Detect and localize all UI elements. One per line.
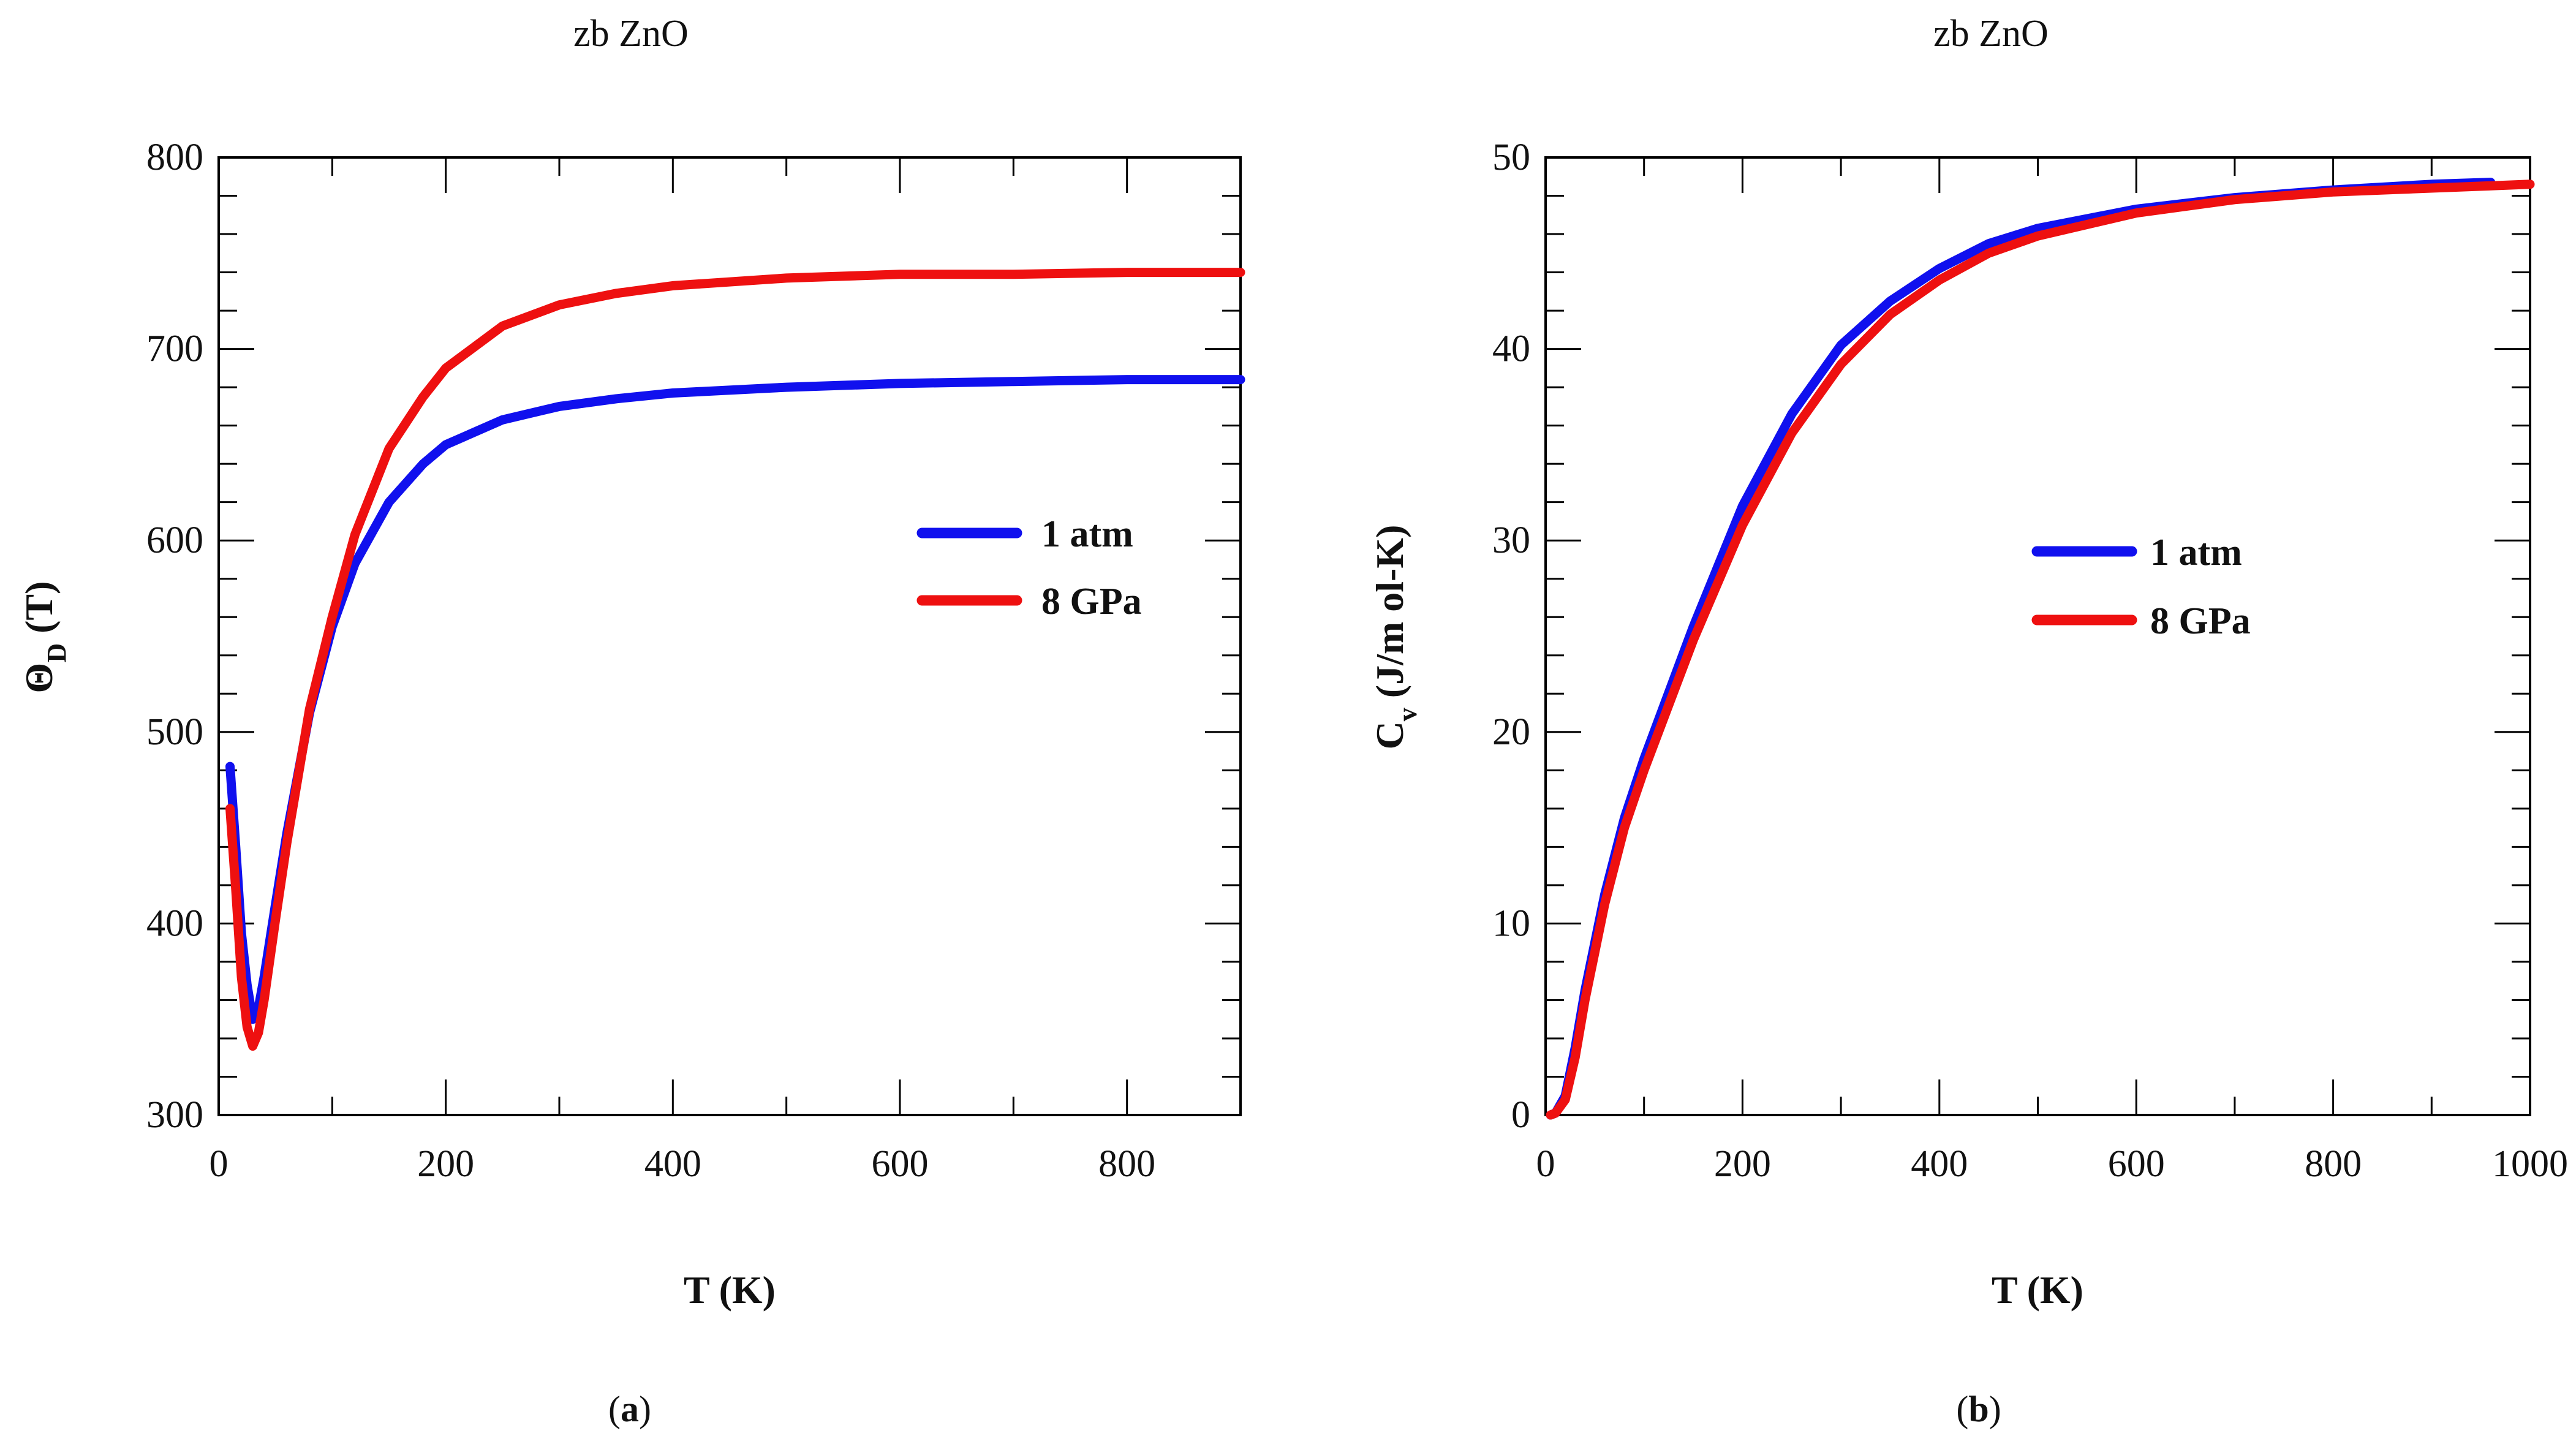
y-tick-label: 600 bbox=[146, 520, 203, 561]
y-tick-label: 50 bbox=[1492, 137, 1530, 178]
chart-panel-a: zb ZnO 0 200 400 600 800 300 400 500 600 700 800 T… bbox=[17, 13, 1245, 1429]
chart-panel-b: zb ZnO 0 200 400 600 800 1000 0 10 20 30 40 50 T (K… bbox=[1368, 13, 2568, 1429]
chart-title: zb ZnO bbox=[573, 13, 689, 55]
legend-label: 1 atm bbox=[1041, 513, 1133, 555]
chart-title: zb ZnO bbox=[1933, 13, 2049, 55]
tick-marks: 0 200 400 600 800 300 400 500 600 700 800 bbox=[146, 137, 1242, 1185]
legend-label: 8 GPa bbox=[1041, 581, 1142, 622]
x-axis-label: T (K) bbox=[1992, 1268, 2083, 1312]
x-tick-label: 0 bbox=[1536, 1143, 1555, 1185]
legend-label: 1 atm bbox=[2150, 532, 2242, 573]
series-line-1-atm bbox=[225, 375, 1245, 1024]
y-axis-label: ΘD (T) bbox=[17, 581, 72, 694]
x-tick-label: 400 bbox=[1911, 1143, 1968, 1185]
data-curves bbox=[1546, 178, 2535, 1120]
legend: 1 atm 8 GPa bbox=[2031, 532, 2251, 642]
panel-caption-a: (a) bbox=[608, 1389, 651, 1429]
x-tick-label: 600 bbox=[872, 1143, 929, 1185]
x-tick-label: 0 bbox=[210, 1143, 229, 1185]
y-tick-label: 300 bbox=[146, 1094, 203, 1136]
y-tick-label: 400 bbox=[146, 902, 203, 944]
y-tick-label: 800 bbox=[146, 137, 203, 178]
y-tick-label: 30 bbox=[1492, 520, 1530, 561]
series-line-8-gpa bbox=[225, 268, 1245, 1051]
x-tick-label: 800 bbox=[2305, 1143, 2362, 1185]
y-tick-label: 20 bbox=[1492, 711, 1530, 753]
y-axis-label: Cv (J/m ol-K) bbox=[1368, 525, 1422, 750]
y-tick-label: 500 bbox=[146, 711, 203, 753]
plot-frame bbox=[217, 156, 1242, 1116]
series-line-8-gpa bbox=[1546, 180, 2535, 1120]
tick-marks: 0 200 400 600 800 1000 0 10 20 30 40 50 bbox=[1492, 137, 2568, 1185]
data-curves bbox=[225, 268, 1245, 1051]
panel-caption-b: (b) bbox=[1956, 1389, 2001, 1429]
x-tick-label: 200 bbox=[417, 1143, 474, 1185]
y-tick-label: 10 bbox=[1492, 902, 1530, 944]
y-tick-label: 40 bbox=[1492, 328, 1530, 370]
x-tick-label: 200 bbox=[1714, 1143, 1771, 1185]
legend: 1 atm 8 GPa bbox=[916, 513, 1142, 622]
x-tick-label: 600 bbox=[2108, 1143, 2165, 1185]
y-tick-label: 700 bbox=[146, 328, 203, 370]
x-tick-label: 400 bbox=[644, 1143, 701, 1185]
x-tick-label: 1000 bbox=[2492, 1143, 2568, 1185]
x-axis-label: T (K) bbox=[684, 1268, 776, 1312]
y-tick-label: 0 bbox=[1511, 1094, 1530, 1136]
legend-label: 8 GPa bbox=[2150, 600, 2251, 642]
x-tick-label: 800 bbox=[1098, 1143, 1155, 1185]
